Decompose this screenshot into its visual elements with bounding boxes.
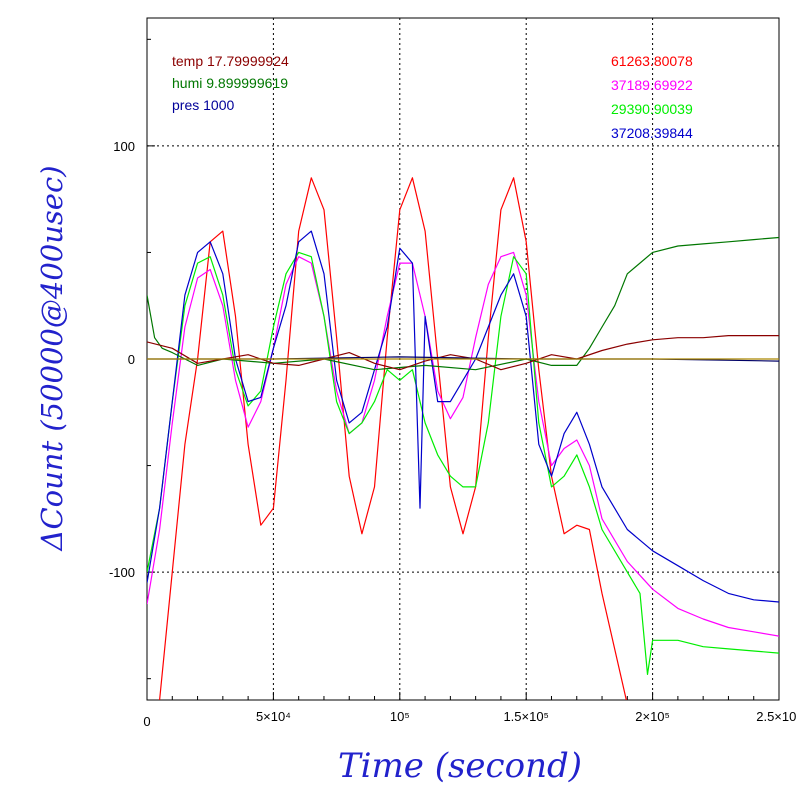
legend-entry: pres 1000: [172, 97, 234, 113]
series-line-5: [147, 236, 779, 371]
y-tick-label: 0: [128, 352, 135, 367]
legend-value: 37208.39844: [611, 125, 693, 141]
legend-left: temp 17.79999924 humi 9.899999619 pres 100…: [172, 53, 289, 113]
x-tick-label: 10⁵: [390, 709, 410, 724]
legend-entry: temp 17.79999924: [172, 53, 289, 69]
x-tick-label: 2×10⁵: [635, 709, 670, 724]
series-group: [147, 177, 779, 700]
x-tick-label: 0: [143, 714, 150, 729]
legend-value: 61263.80078: [611, 53, 693, 69]
x-axis-title: Time (second): [338, 746, 582, 786]
tick-marks: [146, 38, 780, 700]
series-line-4: [147, 230, 779, 603]
legend-value: 29390.90039: [611, 101, 693, 117]
series-line-6: [147, 335, 779, 371]
x-tick-labels: 0 5×10⁴ 10⁵ 1.5×10⁵ 2×10⁵ 2.5×10⁵: [143, 709, 797, 729]
x-tick-label: 5×10⁴: [256, 709, 291, 724]
x-tick-label: 1.5×10⁵: [503, 709, 549, 724]
legend-entry: humi 9.899999619: [172, 75, 288, 91]
series-line-2: [147, 251, 779, 637]
series-line-3: [147, 251, 779, 675]
x-tick-label: 2.5×10⁵: [756, 709, 797, 724]
series-line-1: [159, 177, 627, 700]
legend-value: 37189.69922: [611, 77, 693, 93]
y-tick-labels: -100 0 100: [109, 139, 135, 580]
y-tick-label: -100: [109, 565, 135, 580]
y-axis-title: ΔCount (50000@400usec): [35, 165, 69, 551]
legend-right: 61263.80078 37189.69922 29390.90039 37208.3…: [611, 53, 693, 141]
y-tick-label: 100: [113, 139, 135, 154]
